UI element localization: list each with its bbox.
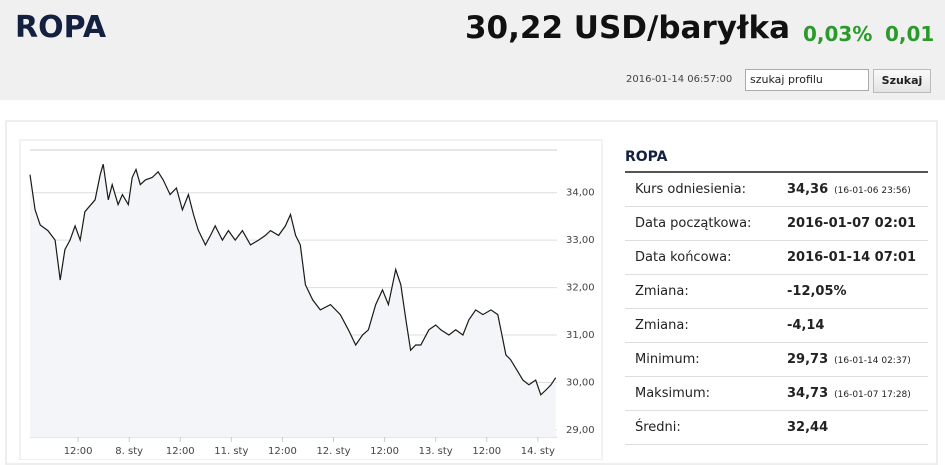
search-button[interactable]: Szukaj [873, 69, 931, 93]
y-tick-label: 34,00 [566, 188, 595, 199]
y-tick-label: 32,00 [566, 283, 595, 294]
info-row: Kurs odniesienia: 34,36 (16-01-06 23:56) [625, 173, 928, 207]
info-value: 29,73 (16-01-14 02:37) [787, 352, 911, 367]
timestamp: 2016-01-14 06:57:00 [626, 74, 733, 85]
x-tick-label: 12:00 [166, 446, 195, 457]
info-row: Średni: 32,44 [625, 411, 928, 445]
y-tick-label: 33,00 [566, 235, 595, 246]
info-value: 2016-01-14 07:01 [787, 250, 917, 265]
y-tick-label: 30,00 [566, 377, 595, 388]
info-value: 34,36 (16-01-06 23:56) [787, 182, 911, 197]
info-note: (16-01-14 02:37) [834, 356, 911, 366]
area [30, 164, 556, 437]
change-value: 0,01 [885, 22, 935, 46]
chart-frame [19, 139, 603, 460]
price: 30,22 USD/baryłka [464, 10, 790, 46]
info-note: (16-01-07 17:28) [834, 390, 911, 400]
info-label: Zmiana: [635, 318, 689, 333]
info-label: Maksimum: [635, 386, 711, 401]
chart: 29,00 30,00 31,00 32,00 33,00 34,00 12:00 8. st… [19, 139, 603, 460]
info-label: Średni: [635, 420, 681, 435]
x-tick-label: 14. sty [521, 446, 555, 457]
x-tick-label: 12:00 [268, 446, 297, 457]
info-row: Data początkowa: 2016-01-07 02:01 [625, 207, 928, 241]
info-label: Kurs odniesienia: [635, 182, 747, 197]
info-value: 2016-01-07 02:01 [787, 216, 917, 231]
x-tick-label: 8. sty [115, 446, 143, 457]
info-label: Zmiana: [635, 284, 689, 299]
line [29, 164, 557, 396]
info-label: Data początkowa: [635, 216, 752, 231]
info-row: Maksimum: 34,73 (16-01-07 17:28) [625, 377, 928, 411]
info-row: Data końcowa: 2016-01-14 07:01 [625, 241, 928, 275]
x-tick-label: 11. sty [214, 446, 248, 457]
info-value: -4,14 [787, 318, 825, 333]
info-row: Minimum: 29,73 (16-01-14 02:37) [625, 343, 928, 377]
x-tick-label: 12. sty [316, 446, 350, 457]
info-table: ROPA Kurs odniesienia: 34,36 (16-01-06 23:… [625, 145, 928, 445]
x-tick-label: 12:00 [64, 446, 93, 457]
y-tick-label: 31,00 [566, 330, 595, 341]
info-title: ROPA [625, 145, 928, 173]
search-input[interactable]: szukaj profilu [745, 69, 869, 91]
x-tick-label: 13. sty [419, 446, 453, 457]
y-tick-label: 29,00 [566, 425, 595, 436]
page-title: ROPA [15, 10, 107, 45]
info-row: Zmiana: -12,05% [625, 275, 928, 309]
info-value: 34,73 (16-01-07 17:28) [787, 386, 911, 401]
info-value: 32,44 [787, 420, 829, 435]
info-label: Minimum: [635, 352, 700, 367]
x-tick-label: 12:00 [472, 446, 501, 457]
info-value: -12,05% [787, 284, 847, 299]
info-label: Data końcowa: [635, 250, 732, 265]
change-percent: 0,03% [803, 22, 873, 46]
x-tick-label: 12:00 [370, 446, 399, 457]
info-row: Zmiana: -4,14 [625, 309, 928, 343]
info-note: (16-01-06 23:56) [834, 186, 911, 196]
